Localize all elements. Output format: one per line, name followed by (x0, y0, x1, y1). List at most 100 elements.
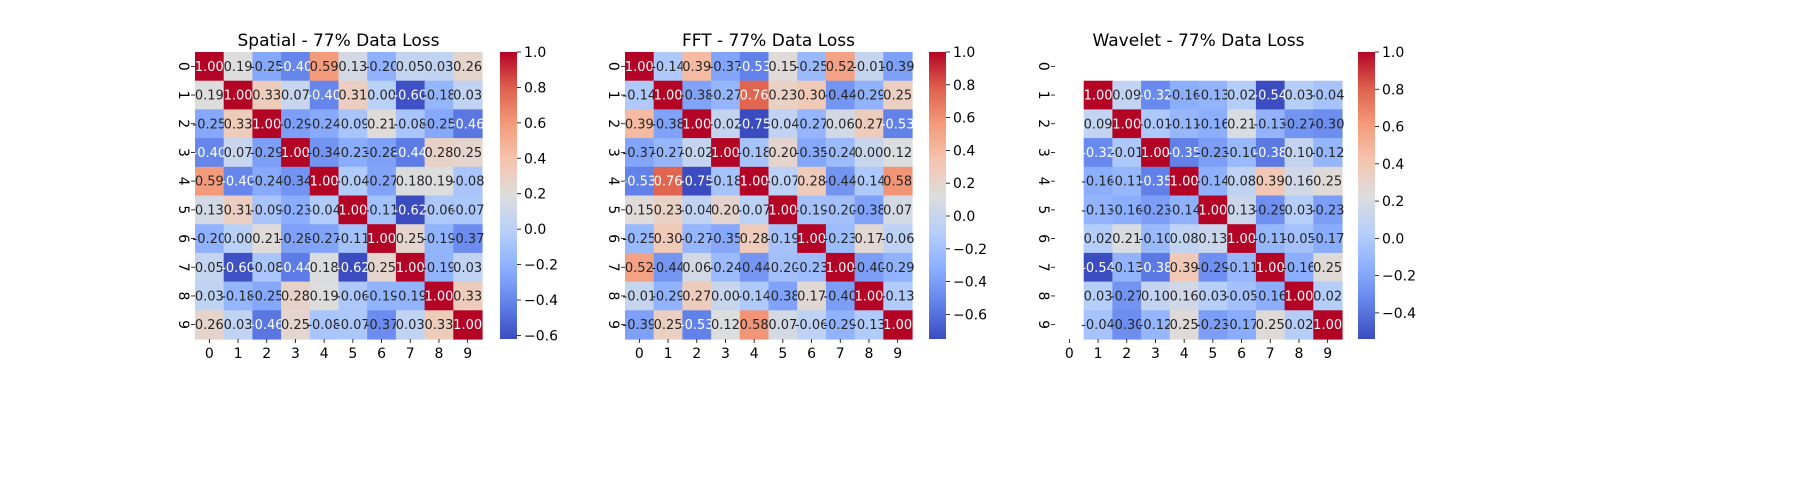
heatmap-cell (1227, 310, 1257, 340)
cell-value-label: -0.23 (279, 203, 313, 218)
heatmap-cell (281, 138, 311, 168)
heatmap-cell (367, 195, 397, 225)
cell-value-label: 0.02 (1227, 89, 1256, 104)
colorbar-tick-label: 0.8 (1382, 82, 1404, 98)
cell-value-label: 0.25 (1313, 175, 1342, 190)
x-tick-label: 4 (320, 346, 329, 362)
cell-value-label: 0.19 (310, 289, 339, 304)
cell-value-label: -0.37 (623, 146, 657, 161)
heatmap-cell (711, 224, 741, 254)
colorbar-tick-label: −0.6 (953, 307, 987, 323)
heatmap-cell (1141, 310, 1171, 340)
cell-value-label: 1.00 (1227, 232, 1256, 247)
heatmap-cell (768, 195, 798, 225)
heatmap-cell (883, 52, 913, 82)
cell-value-label: -0.06 (336, 289, 370, 304)
heatmap-cell (252, 80, 282, 110)
x-tick-label: 5 (1208, 346, 1217, 362)
heatmap-cell (223, 166, 253, 197)
y-tick-label: 4 (175, 177, 191, 186)
heatmap-cell (453, 310, 483, 340)
cell-value-label: 1.00 (826, 261, 855, 276)
heatmap-cell (1227, 252, 1257, 283)
heatmap-cell (453, 252, 483, 283)
heatmap-cell (1112, 281, 1142, 311)
heatmap-cell (309, 166, 340, 197)
cell-value-label: -0.23 (1311, 203, 1345, 218)
cell-value-label: -0.38 (1139, 261, 1173, 276)
cell-value-label: 1.00 (338, 203, 367, 218)
cell-value-label: -0.16 (1282, 261, 1316, 276)
heatmap-cell (367, 109, 397, 139)
cell-value-label: -0.27 (680, 232, 714, 247)
cell-value-label: 0.28 (424, 146, 453, 161)
cell-value-label: 0.59 (310, 60, 339, 75)
cell-value-label: 1.00 (310, 175, 339, 190)
cell-value-label: -0.40 (307, 89, 341, 104)
cell-value-label: -0.29 (823, 318, 857, 333)
cell-value-label: -0.23 (1139, 203, 1173, 218)
cell-value-label: -0.29 (250, 146, 284, 161)
heatmap-cell (1141, 138, 1171, 168)
x-tick-label: 2 (692, 346, 701, 362)
cell-value-label: 0.25 (281, 318, 310, 333)
heatmap-cell (309, 281, 340, 311)
heatmap-cell (682, 195, 712, 225)
colorbar-tick-label: −0.2 (1382, 269, 1416, 285)
heatmap-cell (424, 138, 454, 168)
cell-value-label: -0.01 (1139, 117, 1173, 132)
cell-value-label: -0.30 (1110, 318, 1144, 333)
heatmap-cell (252, 281, 282, 311)
cell-value-label: -0.23 (336, 146, 370, 161)
y-tick-label: 3 (605, 148, 621, 157)
heatmap-cell (768, 80, 798, 110)
heatmap-cell (1141, 195, 1171, 225)
heatmap-cell (338, 138, 368, 168)
heatmap-cell (768, 166, 798, 197)
heatmap-cell (711, 252, 741, 283)
x-tick-label: 3 (1151, 346, 1160, 362)
cell-value-label: -0.30 (1311, 117, 1345, 132)
heatmap-cell (252, 310, 282, 340)
x-tick-label: 0 (205, 346, 214, 362)
heatmap-cell (1227, 109, 1257, 139)
colorbar-tick-label: 0.0 (953, 209, 975, 225)
x-tick-label: 6 (807, 346, 816, 362)
cell-value-label: -0.54 (1253, 89, 1287, 104)
cell-value-label: -0.19 (365, 289, 399, 304)
cell-value-label: 1.00 (1141, 146, 1170, 161)
x-tick-label: 9 (893, 346, 902, 362)
cell-value-label: 0.33 (424, 318, 453, 333)
heatmap-cell (1313, 310, 1343, 340)
cell-value-label: 0.39 (1170, 261, 1199, 276)
cell-value-label: 1.00 (224, 89, 253, 104)
heatmap-cell (338, 281, 368, 311)
heatmap-cell (1198, 310, 1228, 340)
heatmap-cell (883, 109, 913, 139)
cell-value-label: 0.08 (1227, 175, 1256, 190)
heatmap-cell (195, 166, 225, 197)
heatmap-cell (625, 310, 655, 340)
heatmap-cell (797, 195, 827, 225)
heatmap-cell (223, 224, 253, 254)
cell-value-label: -0.13 (1253, 117, 1287, 132)
heatmap-cell (825, 138, 856, 168)
cell-value-label: 1.00 (797, 232, 826, 247)
cell-value-label: -0.19 (393, 289, 427, 304)
cell-value-label: 0.03 (453, 89, 482, 104)
cell-value-label: 0.59 (195, 175, 224, 190)
heatmap-cell (338, 166, 368, 197)
heatmap-cell (711, 310, 741, 340)
cell-value-label: -0.40 (279, 60, 313, 75)
x-tick-label: 3 (291, 346, 300, 362)
heatmap-cell (395, 224, 426, 254)
cell-value-label: 0.13 (1227, 203, 1256, 218)
cell-value-label: -0.20 (823, 203, 857, 218)
cell-value-label: 0.26 (195, 318, 224, 333)
cell-value-label: -0.14 (852, 175, 886, 190)
heatmap-cell (453, 166, 483, 197)
y-tick-label: 8 (175, 291, 191, 300)
cell-value-label: -0.13 (1196, 89, 1230, 104)
cell-value-label: 0.15 (625, 203, 654, 218)
